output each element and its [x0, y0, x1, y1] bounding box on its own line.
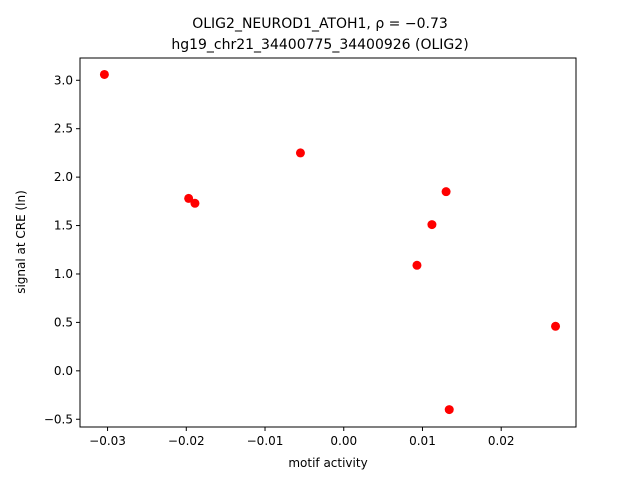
- data-point: [184, 193, 194, 203]
- y-tick-label: 3.0: [54, 73, 73, 87]
- y-tick-label: 2.0: [54, 170, 73, 184]
- x-tick-label: −0.02: [168, 434, 205, 448]
- x-tick-label: −0.03: [89, 434, 126, 448]
- data-point: [295, 148, 305, 158]
- y-tick-label: 1.5: [54, 219, 73, 233]
- x-axis-label: motif activity: [288, 456, 367, 470]
- data-point: [412, 260, 422, 270]
- y-tick-label: 2.5: [54, 122, 73, 136]
- data-point: [441, 187, 451, 197]
- data-points: [99, 69, 561, 415]
- y-tick-label: 1.0: [54, 267, 73, 281]
- x-tick-label: 0.01: [409, 434, 436, 448]
- data-point: [551, 321, 561, 331]
- chart-title-line2: hg19_chr21_34400775_34400926 (OLIG2): [171, 37, 468, 53]
- data-point: [190, 198, 200, 208]
- y-axis-label: signal at CRE (ln): [14, 190, 28, 294]
- plot-area-frame: [79, 57, 577, 428]
- y-tick-label: 0.5: [54, 315, 73, 329]
- data-point: [444, 405, 454, 415]
- y-tick-label: 0.0: [54, 364, 73, 378]
- x-axis: −0.03 −0.02 −0.01 0.00 0.01 0.02: [89, 427, 515, 448]
- chart-title-line1: OLIG2_NEUROD1_ATOH1, ρ = −0.73: [192, 16, 448, 32]
- x-tick-label: 0.00: [330, 434, 357, 448]
- data-point: [99, 69, 109, 79]
- data-point: [427, 220, 437, 230]
- y-axis: −0.5 0.0 0.5 1.0 1.5 2.0 2.5 3.0: [44, 73, 80, 426]
- y-tick-label: −0.5: [44, 412, 73, 426]
- x-tick-label: −0.01: [247, 434, 284, 448]
- x-tick-label: 0.02: [488, 434, 515, 448]
